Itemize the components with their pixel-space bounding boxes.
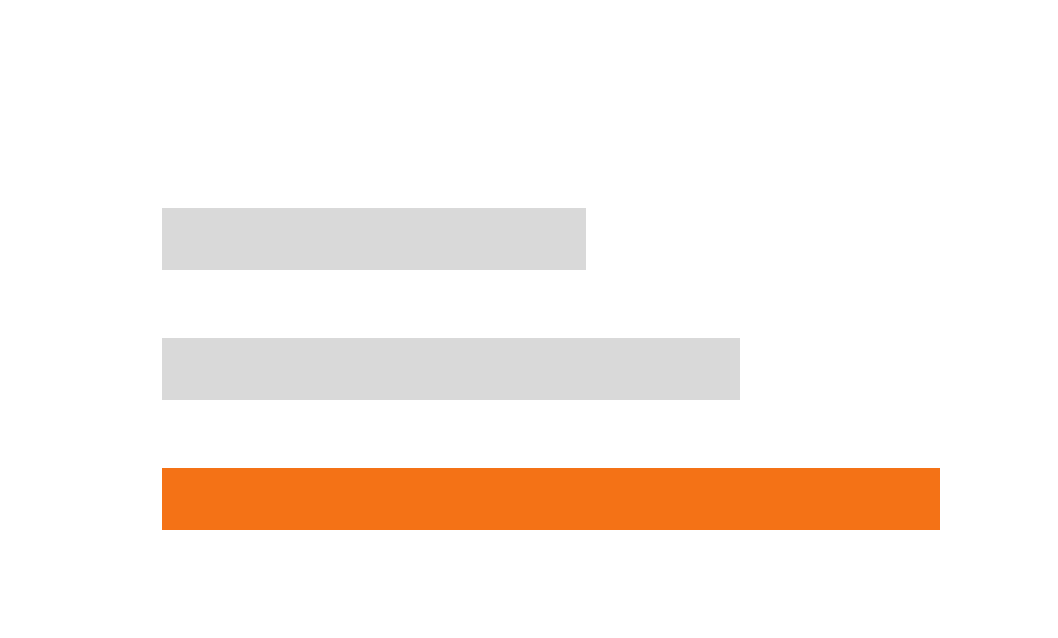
bar-2	[162, 338, 740, 400]
bar-1	[162, 208, 586, 270]
bar-highlight-3	[162, 468, 940, 530]
